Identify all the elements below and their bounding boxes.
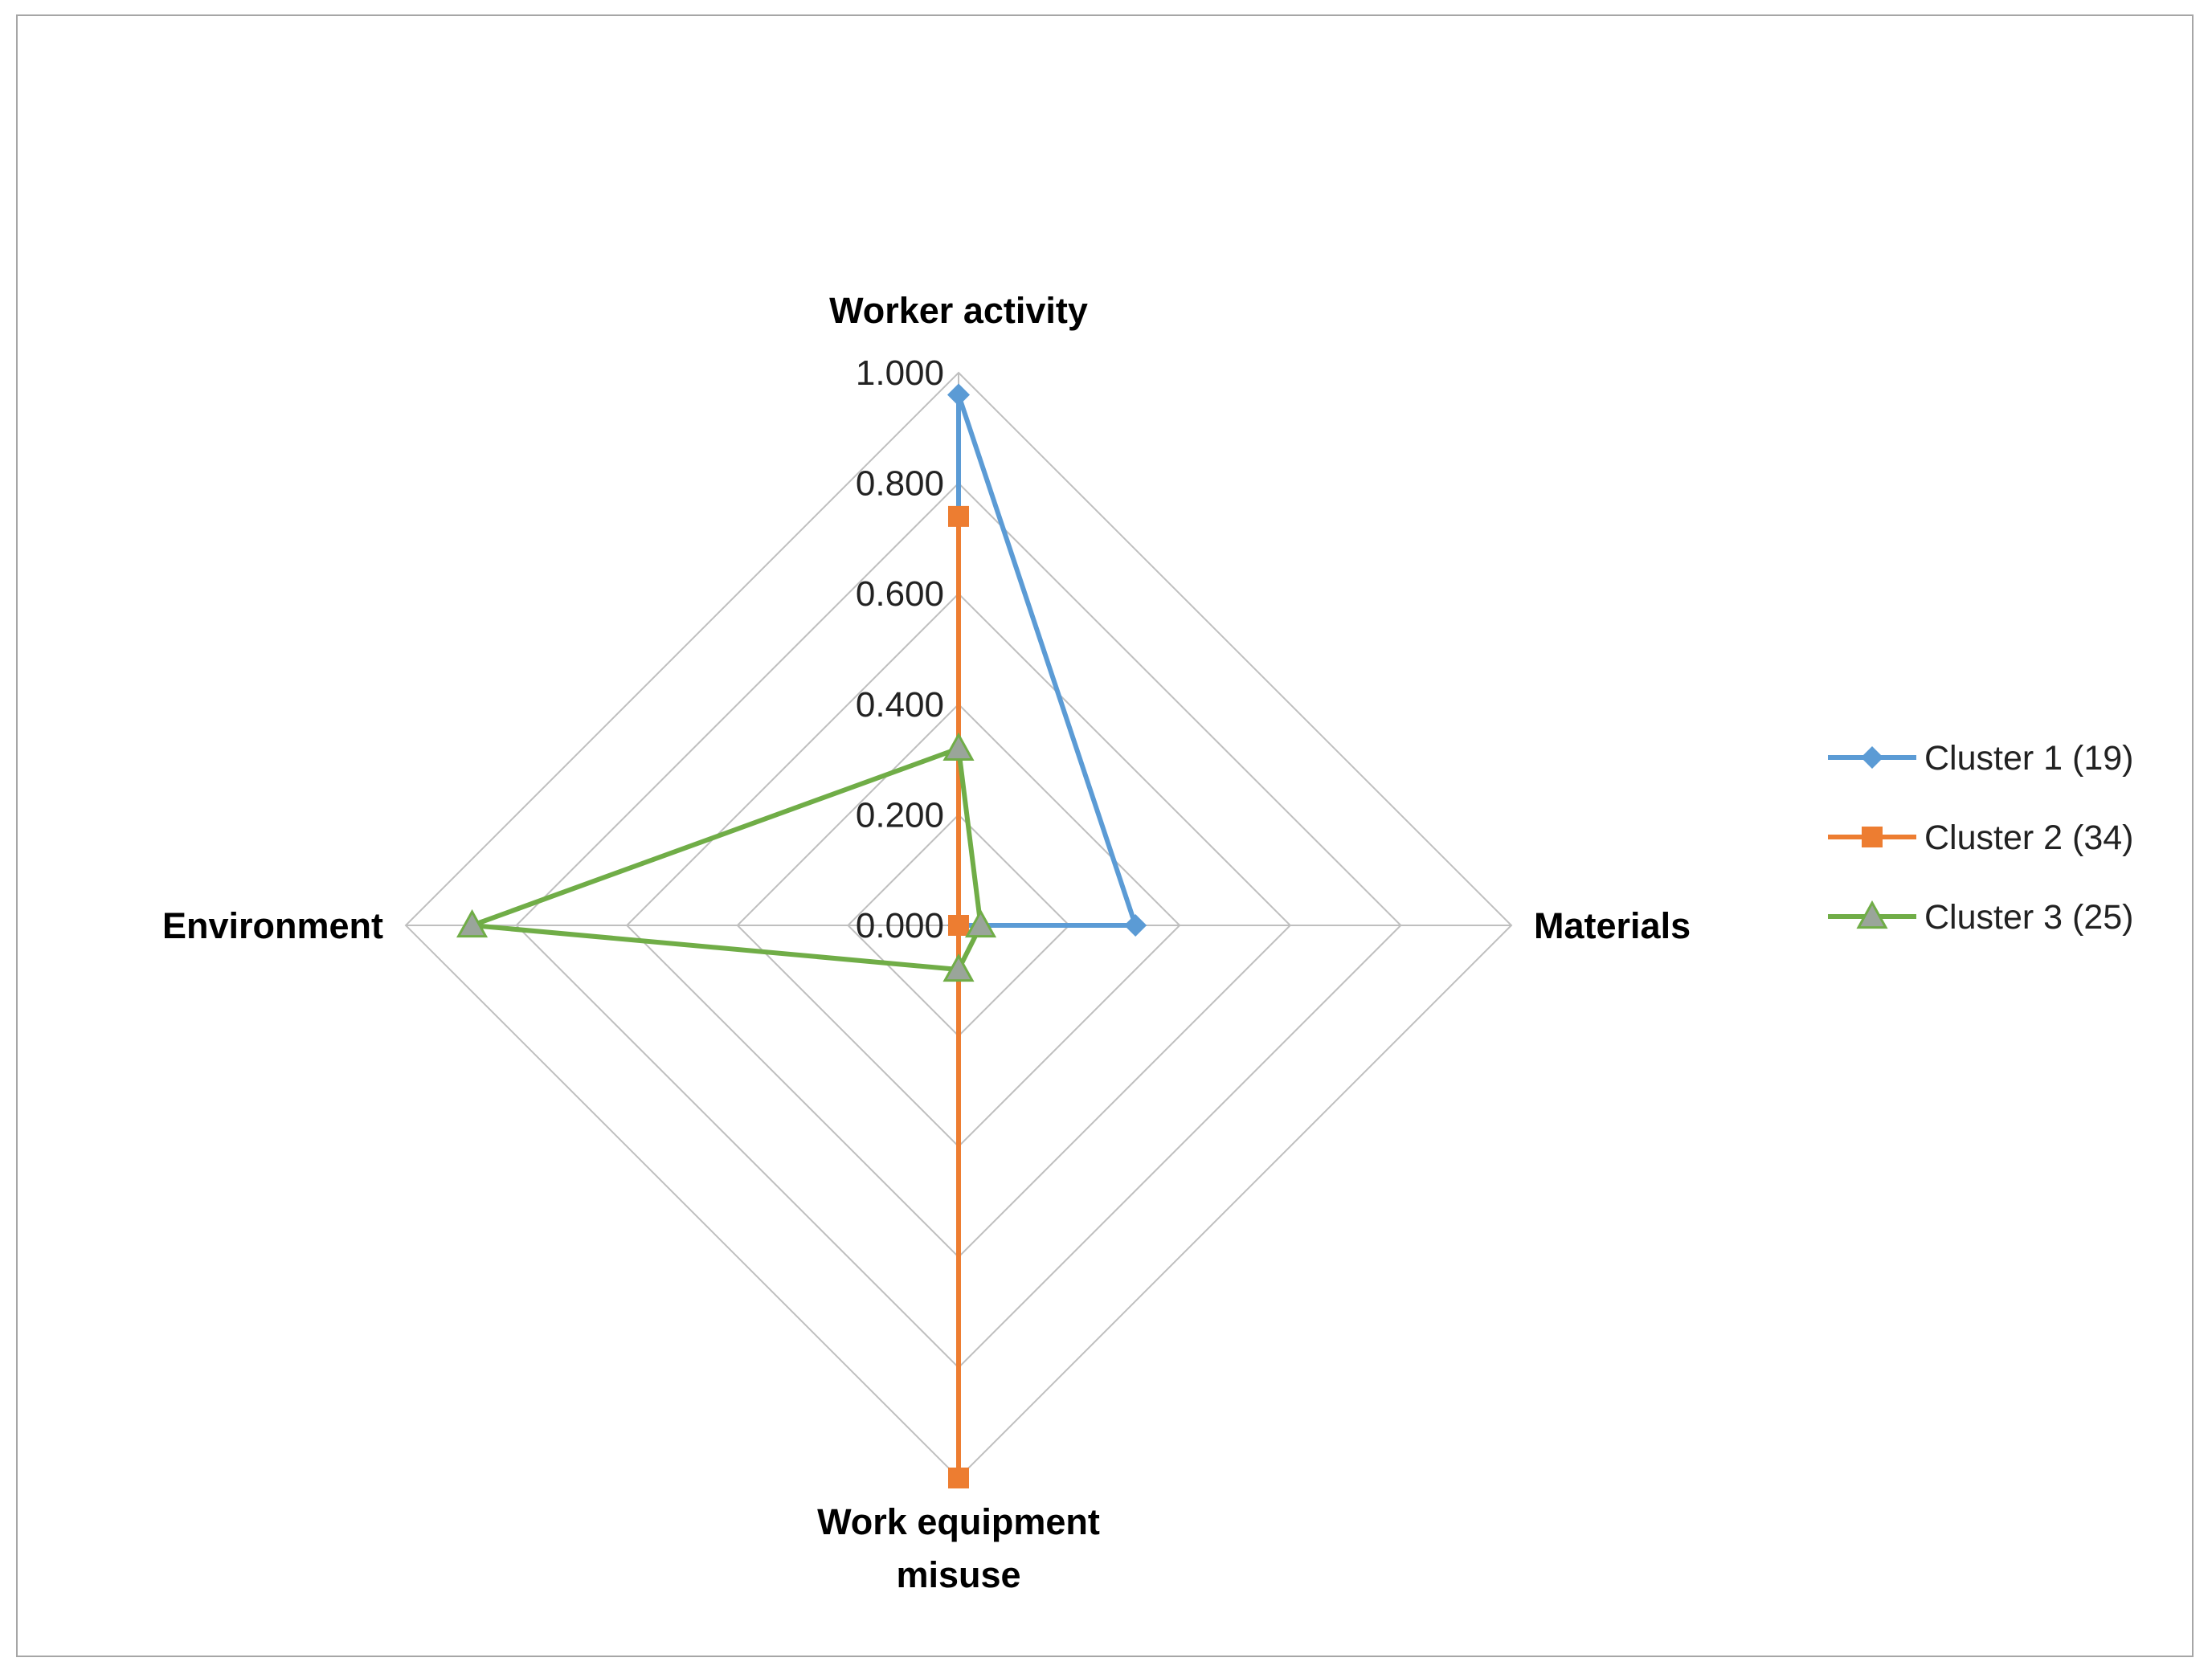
axis-labels: Worker activity Materials Work equipment mi…: [162, 290, 1691, 1595]
legend[interactable]: Cluster 1 (19) Cluster 2 (34) Cluster 3 (2…: [1828, 739, 2133, 937]
legend-label: Cluster 3 (25): [1924, 898, 2133, 937]
axis-label-work-equipment-misuse: Work equipment misuse: [817, 1501, 1100, 1595]
data-point-2-worker-activity: [948, 505, 969, 527]
series-2: [948, 505, 969, 1488]
legend-item-3[interactable]: Cluster 3 (25): [1828, 898, 2133, 937]
data-point-3-work-equipment-misuse: [942, 953, 975, 982]
legend-item-2[interactable]: Cluster 2 (34): [1828, 819, 2133, 857]
data-point-3-materials: [964, 908, 997, 938]
data-point-2-environment: [948, 915, 969, 936]
series-line-1: [956, 392, 1139, 928]
series-1: [947, 383, 1147, 937]
radial-tick-labels: 0.000 0.200 0.400 0.600 0.800 1.000: [856, 353, 944, 945]
legend-marker-square: [1862, 827, 1883, 847]
axis-label-environment: Environment: [162, 905, 383, 946]
tick-label: 0.600: [856, 574, 944, 614]
legend-marker-diamond: [1861, 746, 1883, 769]
legend-label: Cluster 1 (19): [1924, 739, 2133, 778]
legend-marker-triangle: [1856, 900, 1888, 929]
data-point-1-materials: [1124, 914, 1147, 937]
tick-label: 0.000: [856, 906, 944, 945]
data-point-3-worker-activity: [942, 732, 975, 761]
tick-label: 0.800: [856, 464, 944, 504]
axis-label-materials: Materials: [1534, 905, 1691, 946]
series-layer: [456, 383, 1147, 1488]
data-point-2-work-equipment-misuse: [948, 1468, 969, 1488]
data-point-1-worker-activity: [947, 383, 970, 406]
legend-item-1[interactable]: Cluster 1 (19): [1828, 739, 2133, 778]
series-3: [456, 732, 997, 982]
axis-label-worker-activity: Worker activity: [829, 290, 1088, 331]
tick-label: 0.400: [856, 685, 944, 725]
tick-label: 1.000: [856, 353, 944, 393]
legend-label: Cluster 2 (34): [1924, 819, 2133, 857]
data-point-3-environment: [456, 908, 489, 938]
tick-label: 0.200: [856, 795, 944, 835]
